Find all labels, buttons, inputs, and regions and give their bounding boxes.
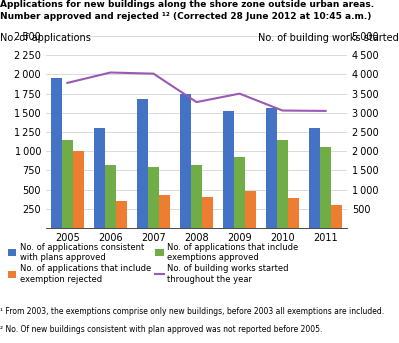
Bar <box>223 111 234 228</box>
Bar <box>267 108 277 228</box>
Text: ¹ From 2003, the exemptions comprise only new buildings, before 2003 all exempti: ¹ From 2003, the exemptions comprise onl… <box>0 307 384 316</box>
Bar <box>73 151 83 228</box>
Text: Number approved and rejected ¹² (Corrected 28 June 2012 at 10:45 a.m.): Number approved and rejected ¹² (Correct… <box>0 12 371 21</box>
Bar <box>234 157 245 228</box>
Bar <box>62 140 73 228</box>
Bar <box>277 140 288 228</box>
Bar <box>191 165 202 228</box>
Text: ² No. Of new buildings consistent with plan approved was not reported before 200: ² No. Of new buildings consistent with p… <box>0 325 322 334</box>
Bar <box>51 78 62 228</box>
Bar <box>105 165 116 228</box>
Bar <box>288 198 299 228</box>
Legend: No. of applications consistent
with plans approved, No. of applications that inc: No. of applications consistent with plan… <box>8 243 298 284</box>
Bar <box>331 205 342 228</box>
Text: No. of building works started: No. of building works started <box>258 33 399 43</box>
Bar <box>320 147 331 228</box>
Bar <box>310 128 320 228</box>
Text: Applications for new buildings along the shore zone outside urban areas.: Applications for new buildings along the… <box>0 0 374 9</box>
Bar <box>202 197 213 228</box>
Bar <box>245 191 256 228</box>
Text: No. of applications: No. of applications <box>0 33 91 43</box>
Bar <box>94 128 105 228</box>
Bar <box>148 167 159 228</box>
Bar <box>137 99 148 228</box>
Bar <box>116 201 126 228</box>
Bar <box>180 94 191 228</box>
Bar <box>159 195 170 228</box>
